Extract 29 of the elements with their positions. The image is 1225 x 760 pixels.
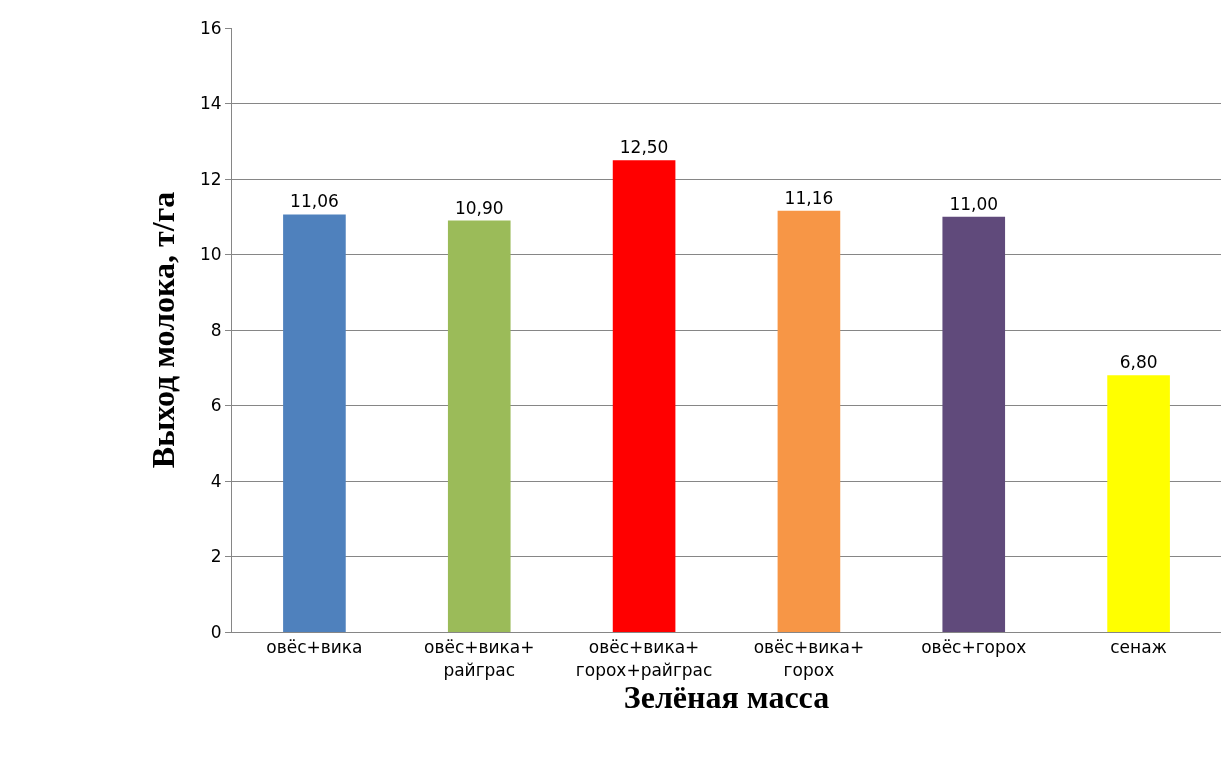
bar [612,160,676,632]
bar [777,210,841,632]
x-tick-label: сенаж [1110,637,1167,658]
x-tick-label: овёс+вика [266,637,363,658]
x-tick-label: овёс+вика+ горох+райграс [575,637,713,680]
y-tick-label: 4 [210,470,222,491]
y-tick-label: 14 [199,93,222,114]
y-tick-label: 10 [199,244,222,265]
y-tick-label: 16 [199,17,222,38]
data-label: 11,16 [784,187,834,208]
bar [283,214,346,632]
x-tick-label: овёс+вика+ райграс [424,637,535,680]
x-axis-title: Зелёная масса [623,679,830,716]
y-tick-label: 8 [210,319,222,340]
y-tick-label: 12 [199,168,222,189]
data-label: 11,06 [290,191,339,212]
bar [447,220,511,632]
x-tick-label: овёс+вика+ горох [753,637,865,680]
y-axis-title: Выход молока, т/га [145,191,182,469]
data-label: 10,90 [454,197,504,218]
bar [1107,375,1170,632]
data-label: 11,00 [949,193,999,214]
data-label: 6,80 [1119,352,1158,373]
x-tick-label: овёс+горох [921,637,1027,658]
y-tick-label: 6 [210,395,222,416]
y-tick-label: 2 [210,546,222,567]
bar [942,216,1006,632]
data-label: 12,50 [619,137,669,158]
y-tick-label: 0 [210,621,222,642]
